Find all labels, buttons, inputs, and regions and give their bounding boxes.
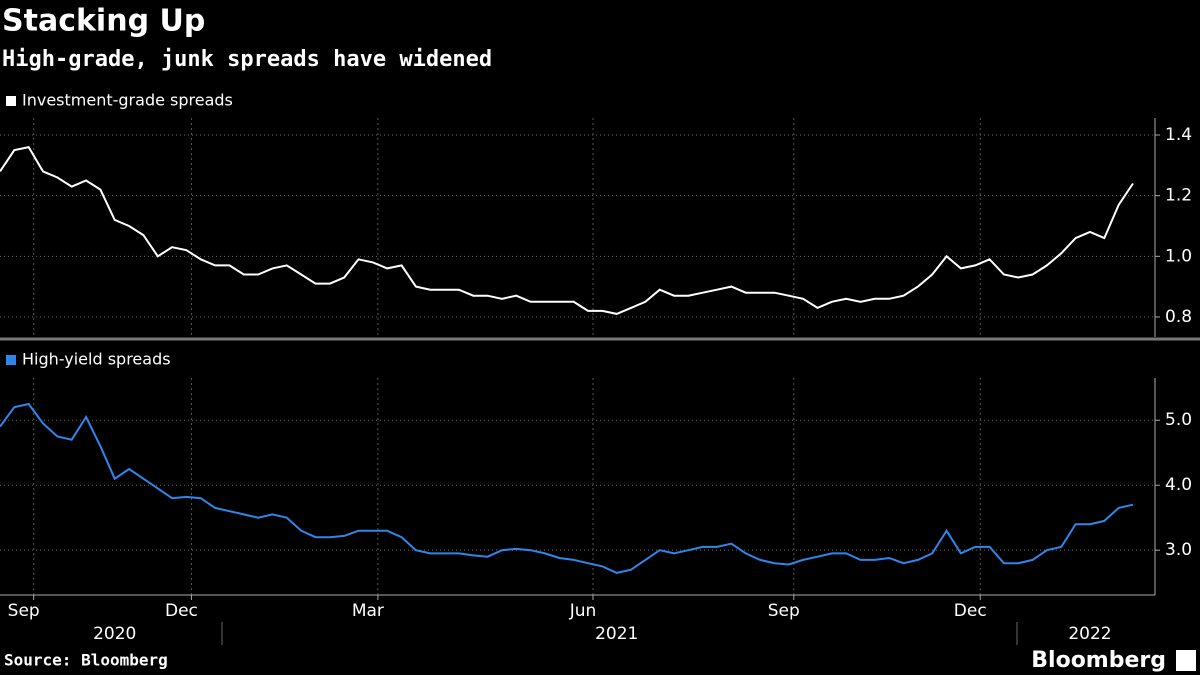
x-tick-label: Sep bbox=[768, 601, 800, 621]
y-tick-label: 5.0 bbox=[1165, 410, 1192, 430]
legend-label: High-yield spreads bbox=[22, 350, 171, 369]
y-tick-label: 1.4 bbox=[1165, 125, 1192, 145]
legend-swatch bbox=[6, 96, 16, 106]
y-tick-label: 3.0 bbox=[1165, 540, 1192, 560]
chart-title: Stacking Up bbox=[2, 4, 205, 39]
legend-swatch bbox=[6, 355, 16, 365]
y-tick-label: 4.0 bbox=[1165, 475, 1192, 495]
brand-icon bbox=[1176, 650, 1196, 671]
chart-subtitle: High-grade, junk spreads have widened bbox=[2, 47, 492, 72]
source: Source: Bloomberg bbox=[4, 651, 168, 670]
series-line bbox=[0, 402, 1134, 574]
legend-label: Investment-grade spreads bbox=[22, 91, 233, 110]
x-tick-label: Jun bbox=[569, 601, 597, 621]
x-year-label: 2021 bbox=[595, 624, 638, 644]
y-tick-label: 1.2 bbox=[1165, 186, 1192, 206]
y-tick-label: 1.0 bbox=[1165, 246, 1192, 266]
brand: Bloomberg bbox=[1031, 648, 1166, 673]
y-tick-label: 0.8 bbox=[1165, 307, 1192, 327]
x-tick-label: Mar bbox=[352, 601, 384, 621]
x-tick-label: Dec bbox=[954, 601, 987, 621]
x-year-label: 2022 bbox=[1068, 624, 1111, 644]
series-line bbox=[0, 145, 1134, 315]
x-tick-label: Sep bbox=[8, 601, 40, 621]
x-year-label: 2020 bbox=[93, 624, 136, 644]
x-tick-label: Dec bbox=[165, 601, 198, 621]
